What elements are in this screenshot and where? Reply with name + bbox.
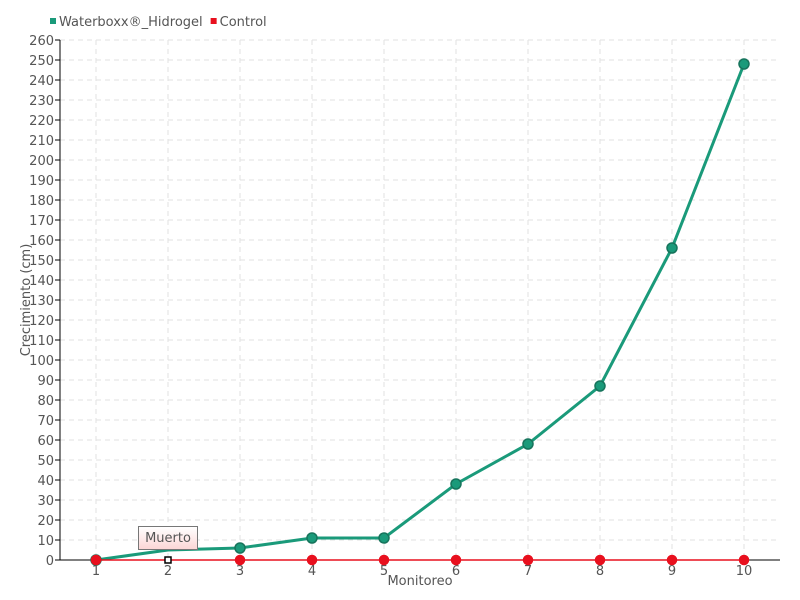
y-tick-label: 260 (29, 34, 54, 49)
y-tick-label: 130 (29, 294, 54, 309)
y-tick-label: 230 (29, 94, 54, 109)
data-point (594, 380, 606, 392)
x-axis-label: Monitoreo (387, 574, 452, 589)
y-tick-label: 50 (37, 454, 54, 469)
data-point (306, 532, 318, 544)
x-tick-label: 6 (452, 564, 460, 579)
y-tick-label: 80 (37, 394, 54, 409)
y-tick-label: 170 (29, 214, 54, 229)
legend-label: Waterboxx®_Hidrogel (59, 15, 203, 30)
annotated-point (164, 556, 172, 564)
y-tick-label: 140 (29, 274, 54, 289)
data-point (594, 554, 606, 566)
y-tick-label: 40 (37, 474, 54, 489)
y-tick-label: 220 (29, 114, 54, 129)
y-tick-label: 30 (37, 494, 54, 509)
data-point (378, 554, 390, 566)
y-tick-label: 70 (37, 414, 54, 429)
x-tick-label: 3 (236, 564, 244, 579)
y-tick-label: 180 (29, 194, 54, 209)
x-tick-label: 9 (668, 564, 676, 579)
legend-marker (50, 18, 56, 24)
y-tick-label: 90 (37, 374, 54, 389)
y-tick-label: 10 (37, 534, 54, 549)
y-tick-label: 110 (29, 334, 54, 349)
x-tick-label: 10 (736, 564, 753, 579)
data-point (378, 532, 390, 544)
legend-label: Control (220, 15, 267, 30)
y-tick-label: 240 (29, 74, 54, 89)
data-point (666, 554, 678, 566)
data-point (522, 554, 534, 566)
data-point (450, 478, 462, 490)
data-point (450, 554, 462, 566)
x-tick-label: 7 (524, 564, 532, 579)
x-tick-label: 5 (380, 564, 388, 579)
y-tick-label: 60 (37, 434, 54, 449)
y-tick-label: 160 (29, 234, 54, 249)
data-point (738, 58, 750, 70)
data-point (306, 554, 318, 566)
y-tick-label: 190 (29, 174, 54, 189)
data-point (738, 554, 750, 566)
x-tick-label: 1 (92, 564, 100, 579)
data-point (666, 242, 678, 254)
y-tick-label: 100 (29, 354, 54, 369)
y-axis-label: Crecimiento (cm) (19, 244, 34, 357)
y-tick-label: 250 (29, 54, 54, 69)
x-tick-label: 4 (308, 564, 316, 579)
y-tick-label: 20 (37, 514, 54, 529)
data-point (522, 438, 534, 450)
x-tick-label: 2 (164, 564, 172, 579)
series-line (95, 63, 746, 562)
x-tick-label: 8 (596, 564, 604, 579)
data-point (234, 554, 246, 566)
y-tick-label: 150 (29, 254, 54, 269)
y-tick-label: 200 (29, 154, 54, 169)
y-tick-label: 210 (29, 134, 54, 149)
y-tick-label: 120 (29, 314, 54, 329)
data-point (90, 554, 102, 566)
legend-marker (210, 18, 217, 24)
y-tick-label: 0 (46, 554, 54, 569)
tooltip: Muerto (138, 526, 198, 550)
data-point (234, 542, 246, 554)
